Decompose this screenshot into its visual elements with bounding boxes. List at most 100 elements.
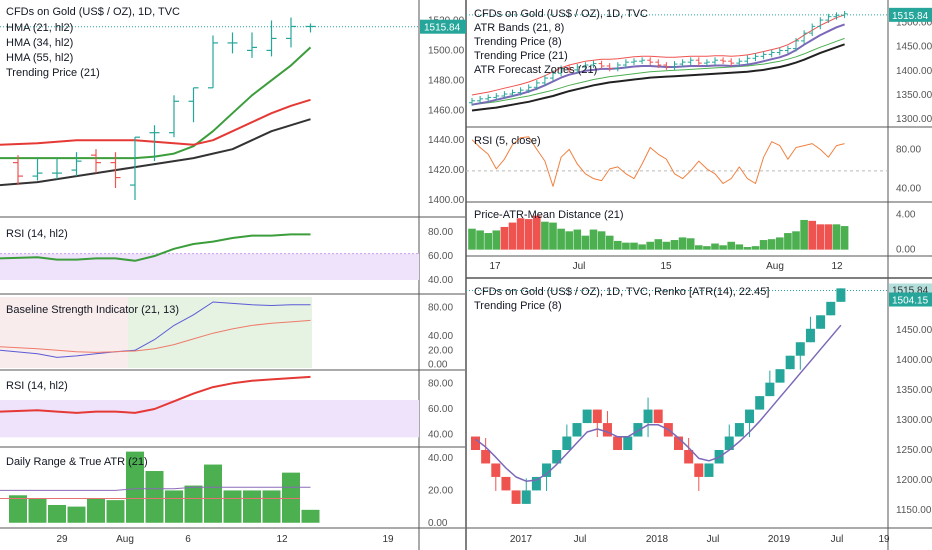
dist-bar	[524, 219, 533, 250]
dist-bar	[508, 222, 517, 250]
renko-brick	[613, 436, 623, 450]
left-rsi1-ytick: 80.00	[428, 227, 453, 238]
rt-legend-trending21: Trending Price (21)	[474, 50, 568, 62]
rb-ytick: 1200.00	[896, 475, 932, 486]
dist-bar	[792, 231, 800, 250]
left-atr-ytick: 20.00	[428, 485, 453, 496]
left-legend-hma21: HMA (21, hl2)	[6, 22, 74, 34]
rb-price-tag-1: 1515.84	[892, 285, 929, 296]
bsi-fast-line	[0, 301, 311, 358]
rb-ytick: 1350.00	[896, 385, 932, 396]
atr-bar	[243, 490, 261, 523]
left-bsi-ytick: 0.00	[428, 359, 448, 370]
renko-brick	[734, 423, 744, 437]
renko-brick	[755, 396, 765, 410]
renko-brick	[704, 463, 714, 477]
rt-xtick: 12	[831, 261, 843, 272]
atr-bar	[48, 504, 66, 523]
dist-bar	[743, 247, 752, 250]
atr-bar	[165, 490, 183, 523]
dist-bar	[686, 238, 695, 250]
left-main-ytick: 1400.00	[428, 195, 465, 206]
dist-bar	[541, 221, 549, 250]
dist-bar	[573, 229, 582, 250]
rb-xtick: 19	[878, 534, 890, 545]
rb-xtick: 2019	[768, 534, 791, 545]
dist-bar	[719, 245, 727, 250]
dist-bar	[751, 246, 760, 250]
left-xtick: 19	[382, 534, 394, 545]
left-main-ytick: 1460.00	[428, 105, 465, 116]
rb-title: CFDs on Gold (US$ / OZ), 1D, TVC, Renko …	[474, 286, 770, 298]
rt-main-ytick: 1450.00	[896, 42, 932, 53]
rb-ytick: 1450.00	[896, 325, 932, 336]
left-bsi-ytick: 20.00	[428, 345, 453, 356]
atr-line	[0, 486, 311, 491]
rsi1-line	[0, 233, 311, 262]
atr-bar	[204, 464, 222, 523]
atr-bar	[282, 472, 300, 523]
dist-bar	[695, 245, 703, 250]
left-main-ytick: 1480.00	[428, 75, 465, 86]
atr-bar	[106, 500, 125, 523]
rt-legend-atr-zones: ATR Forecast Zones (21)	[474, 64, 598, 76]
dist-bar	[735, 244, 744, 250]
dist-bar	[767, 239, 776, 250]
dist-bar	[662, 241, 671, 250]
rsi2-zone	[0, 400, 419, 438]
renko-brick	[765, 382, 775, 397]
rb-xtick: 2017	[510, 534, 533, 545]
rt-xtick: Jul	[573, 261, 586, 272]
atr-bar	[262, 490, 281, 523]
renko-brick	[684, 450, 694, 464]
dist-bar	[597, 231, 606, 250]
rt-price-tag: 1515.84	[892, 11, 929, 22]
renko-brick	[602, 423, 612, 437]
rt-dist-ytick: 4.00	[896, 210, 916, 221]
rb-ytick: 1400.00	[896, 355, 932, 366]
renko-brick	[785, 355, 795, 370]
atr-bar	[126, 451, 144, 523]
dist-bar	[784, 233, 792, 250]
atr-bar	[9, 495, 27, 523]
rt-rsi-ytick: 40.00	[896, 183, 921, 194]
left-bsi-ytick: 40.00	[428, 331, 453, 342]
left-main-title: CFDs on Gold (US$ / OZ), 1D, TVC	[6, 6, 181, 18]
left-main-ytick: 1440.00	[428, 135, 465, 146]
renko-brick	[501, 476, 511, 491]
renko-brick	[471, 436, 480, 450]
left-rsi2-ytick: 60.00	[428, 404, 453, 415]
rb-price-tag-2: 1504.15	[892, 296, 929, 307]
left-rsi2-title: RSI (14, hl2)	[6, 380, 68, 392]
hma-line-0	[0, 46, 312, 160]
left-legend-hma34: HMA (34, hl2)	[6, 37, 74, 49]
rt-dist-ytick: 0.00	[896, 245, 916, 256]
atr-bar	[87, 498, 105, 523]
left-atr-title: Daily Range & True ATR (21)	[6, 456, 148, 468]
left-main-ytick: 1500.00	[428, 45, 465, 56]
renko-brick	[775, 369, 785, 383]
dist-bar	[557, 228, 565, 250]
rb-ytick: 1300.00	[896, 415, 932, 426]
left-rsi2-ytick: 40.00	[428, 430, 453, 441]
rt-legend-atr-bands: ATR Bands (21, 8)	[474, 22, 565, 34]
renko-brick	[511, 490, 521, 504]
renko-brick	[795, 342, 805, 356]
left-rsi1-title: RSI (14, hl2)	[6, 228, 68, 240]
renko-brick	[674, 436, 683, 450]
left-xtick: 12	[276, 534, 288, 545]
renko-brick	[562, 436, 572, 450]
rsi2-line	[0, 375, 311, 414]
rb-ytick: 1250.00	[896, 445, 932, 456]
dist-bar	[622, 242, 630, 250]
left-legend-trending21: Trending Price (21)	[6, 67, 100, 79]
renko-brick	[816, 315, 826, 329]
hma-line-2	[0, 118, 311, 187]
renko-brick	[633, 423, 643, 437]
rb-xtick: Jul	[707, 534, 720, 545]
hma-line-1	[0, 98, 311, 146]
dist-bar	[654, 239, 663, 250]
renko-brick	[481, 450, 491, 464]
dist-bar	[565, 231, 573, 250]
